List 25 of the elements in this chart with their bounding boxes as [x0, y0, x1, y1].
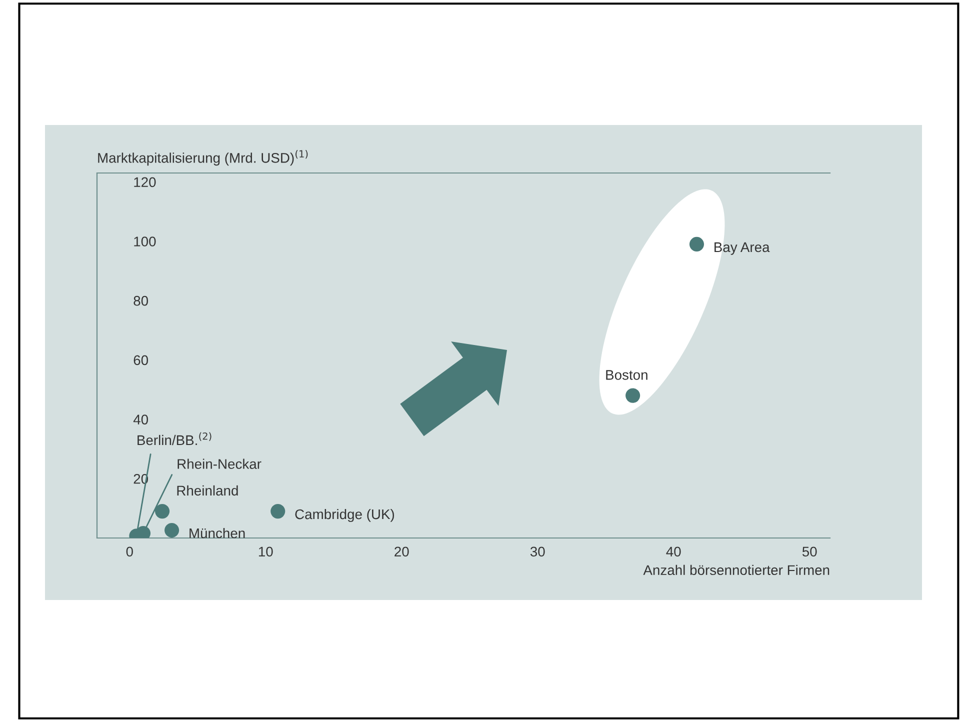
y-tick-label: 80 — [134, 296, 148, 306]
y-tick-label: 60 — [134, 355, 148, 366]
y-tick-label: 40 — [133, 414, 148, 424]
x-tick-label: 30 — [530, 546, 545, 557]
point — [154, 504, 170, 519]
text: Berlin/BB.$^{(2)}$ — [138, 432, 212, 446]
point — [164, 523, 180, 538]
series-label: Cambridge (UK) — [295, 508, 394, 522]
point — [689, 236, 704, 252]
series-label: Rheinland — [177, 485, 238, 496]
x-tick-label: 40 — [666, 546, 681, 557]
y-tick-label: 100 — [134, 236, 156, 246]
y-tick-label: 120 — [134, 177, 156, 188]
x-tick-label: 0 — [126, 546, 133, 557]
x-tick-label: 50 — [802, 546, 817, 557]
series-label: Bay Area — [714, 242, 770, 255]
x-tick-label: 10 — [258, 546, 273, 557]
series-label: München — [190, 528, 245, 538]
x-tick-label: 20 — [394, 546, 409, 557]
y-axis-title: Marktkapitalisierung (Mrd. USD)$^{(1)}$ — [98, 150, 308, 166]
point — [626, 388, 640, 403]
text: Rhein-Neckar — [178, 458, 262, 469]
x-axis-title: Anzahl börsennotierter Firmen — [643, 564, 830, 576]
series-label: Boston — [606, 370, 648, 380]
point — [270, 504, 286, 519]
